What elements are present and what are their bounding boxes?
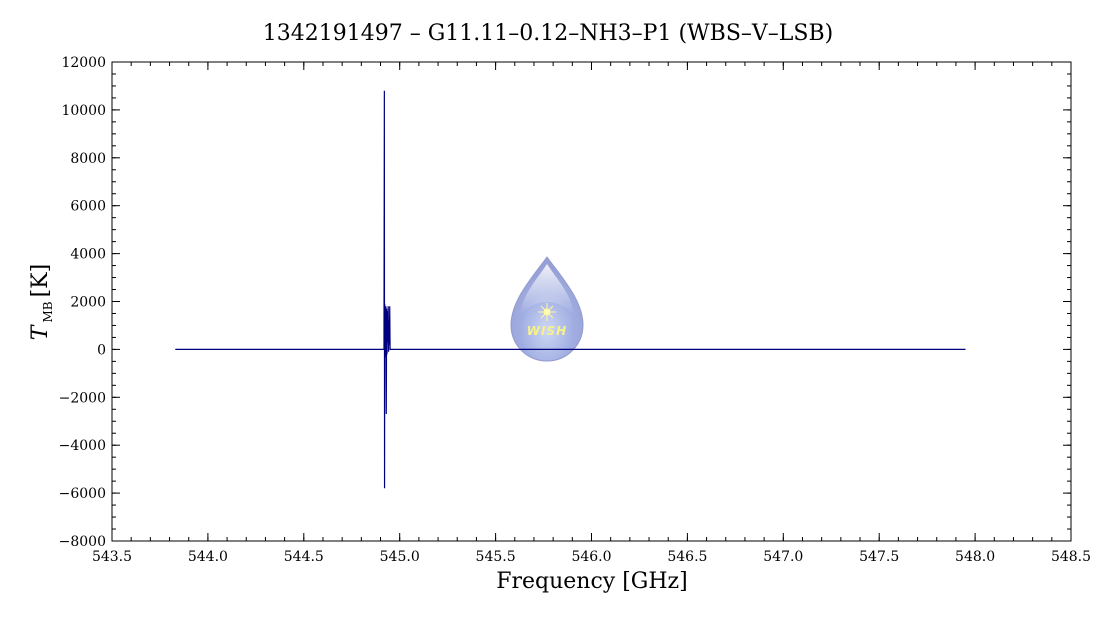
y-tick-label: 10000	[61, 103, 106, 119]
y-axis: −8000 −6000 −4000 −2000 0 2000 4000 6000 8000 100…	[59, 55, 1071, 550]
chart-title: 1342191497 – G11.11–0.12–NH3–P1 (WBS–V–L…	[263, 21, 833, 46]
y-tick-label: 0	[97, 342, 106, 358]
y-tick-label: 12000	[61, 55, 106, 71]
y-tick-label: −6000	[59, 486, 106, 502]
series-layer	[175, 90, 966, 489]
y-axis-label: TMB [K]	[28, 264, 55, 340]
x-tick-label: 548.0	[955, 549, 995, 565]
logo-text: WISH	[527, 324, 567, 338]
droplet-highlight	[521, 264, 573, 314]
x-tick-label: 547.0	[763, 549, 803, 565]
x-tick-label: 543.5	[92, 549, 132, 565]
y-tick-label: −4000	[59, 438, 106, 454]
x-tick-label: 544.0	[188, 549, 228, 565]
plot-frame	[111, 61, 1072, 542]
y-axis-label-sub: MB	[41, 301, 55, 322]
x-axis: 543.5 544.0 544.5 545.0 545.5 546.0 546.5 547.0…	[92, 62, 1091, 565]
spectrum-line	[175, 90, 966, 489]
y-tick-label: −8000	[59, 534, 106, 550]
star-icon	[538, 303, 556, 321]
y-tick-label: 4000	[70, 247, 106, 263]
x-axis-label: Frequency [GHz]	[496, 569, 688, 594]
x-tick-label: 546.0	[571, 549, 611, 565]
x-tick-label: 544.5	[284, 549, 324, 565]
y-axis-label-main: T	[28, 323, 53, 340]
y-tick-label: 2000	[70, 295, 106, 311]
x-tick-label: 545.5	[476, 549, 516, 565]
y-tick-label: −2000	[59, 390, 106, 406]
y-axis-label-unit: [K]	[28, 264, 53, 298]
x-tick-label: 546.5	[667, 549, 707, 565]
y-tick-label: 6000	[70, 199, 106, 215]
y-tick-label: 8000	[70, 151, 106, 167]
x-tick-label: 548.5	[1051, 549, 1091, 565]
x-tick-label: 545.0	[380, 549, 420, 565]
wish-logo: WISH	[510, 256, 584, 362]
x-tick-label: 547.5	[859, 549, 899, 565]
